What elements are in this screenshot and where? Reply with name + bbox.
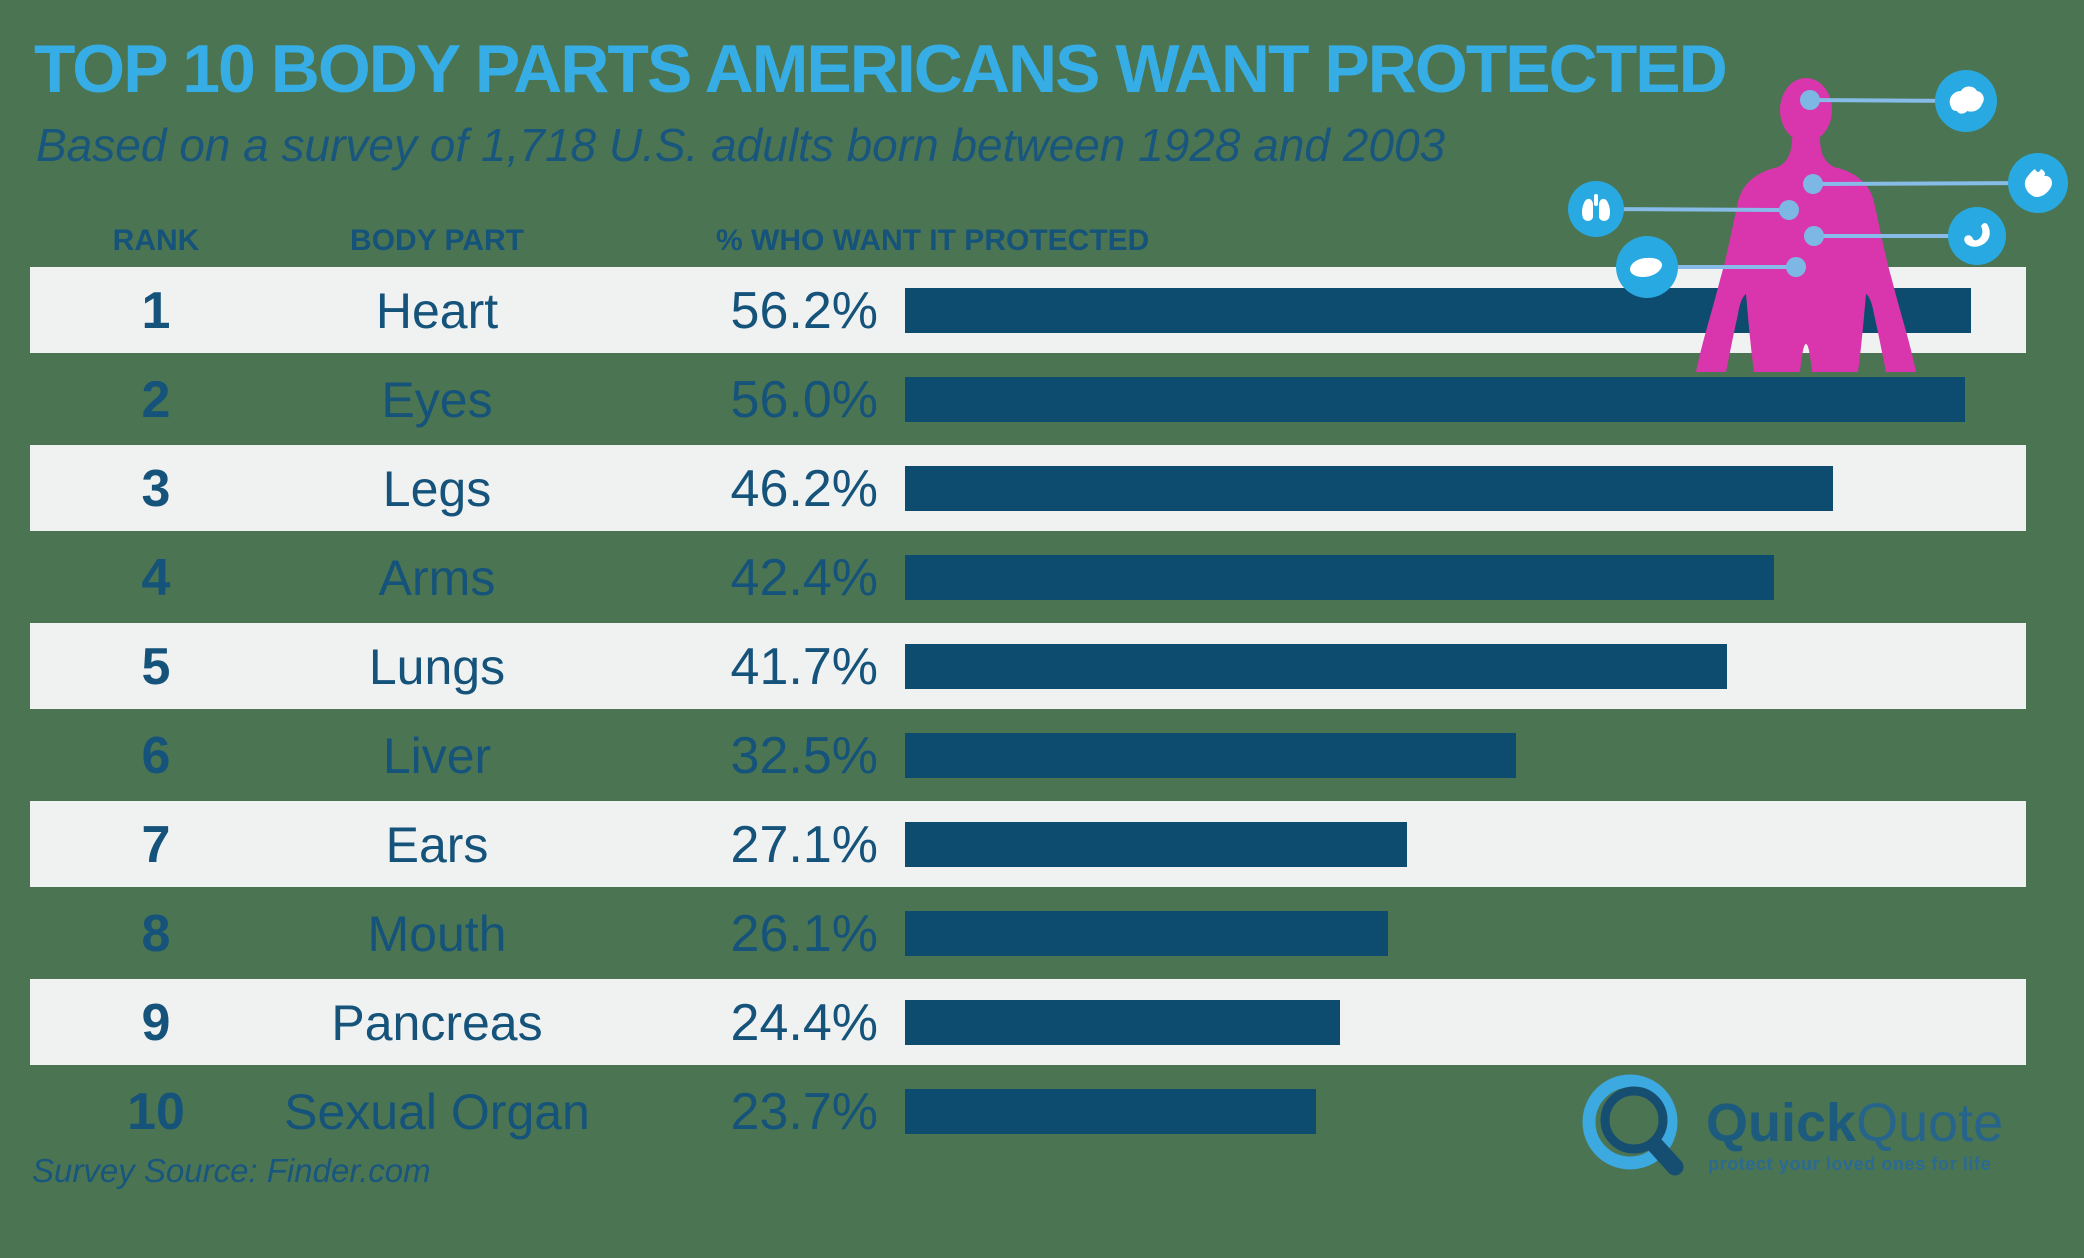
body-part-cell: Legs: [382, 460, 492, 517]
rank-cell: 3: [141, 459, 171, 518]
table-row: 9 Pancreas 24.4%: [0, 978, 2084, 1067]
body-part-cell: Liver: [382, 727, 492, 784]
stomach-icon: [1948, 207, 2006, 265]
percent-cell: 26.1%: [730, 904, 878, 963]
brand-name-secondary: Quote: [1856, 1093, 2004, 1153]
heart-icon: [2008, 153, 2068, 213]
table-row: 10 Sexual Organ 23.7%: [0, 1067, 2084, 1156]
percent-bar: [905, 1000, 1340, 1045]
body-part-cell: Pancreas: [331, 994, 543, 1051]
lungs-icon: [1568, 181, 1624, 237]
percent-bar: [905, 644, 1727, 689]
rank-cell: 1: [141, 281, 171, 340]
column-header-percent: % WHO WANT IT PROTECTED: [716, 224, 1150, 257]
percent-bar: [905, 377, 1965, 422]
table-row: 4 Arms 42.4%: [0, 533, 2084, 622]
column-header-rank: RANK: [112, 224, 200, 257]
body-part-cell: Heart: [375, 282, 499, 339]
percent-cell: 56.2%: [730, 281, 878, 340]
callout-dots: [1779, 90, 1824, 277]
rank-cell: 5: [141, 637, 171, 696]
rank-cell: 2: [141, 370, 171, 429]
brand-tagline: protect your loved ones for life: [1708, 1154, 1992, 1174]
percent-cell: 41.7%: [730, 637, 878, 696]
percent-cell: 24.4%: [730, 993, 878, 1052]
percent-bar: [905, 555, 1774, 600]
magnifier-q-icon: [1582, 1074, 1684, 1176]
callout-lines: [1595, 98, 2039, 269]
rank-cell: 10: [127, 1082, 185, 1141]
table-row: 6 Liver 32.5%: [0, 711, 2084, 800]
body-part-cell: Lungs: [368, 638, 506, 695]
table-row: 7 Ears 27.1%: [0, 800, 2084, 889]
body-part-cell: Ears: [385, 816, 489, 873]
percent-bar: [905, 822, 1407, 867]
percent-bar: [905, 733, 1516, 778]
table-row: 8 Mouth 26.1%: [0, 889, 2084, 978]
rank-cell: 6: [141, 726, 171, 785]
survey-source: Survey Source: Finder.com: [32, 1152, 431, 1189]
body-part-cell: Eyes: [381, 371, 493, 428]
brand-name: QuickQuote: [1706, 1092, 2003, 1154]
table-row: 3 Legs 46.2%: [0, 444, 2084, 533]
body-part-cell: Mouth: [367, 905, 507, 962]
body-part-cell: Sexual Organ: [284, 1083, 590, 1140]
rank-cell: 9: [141, 993, 171, 1052]
table-row: 2 Eyes 56.0%: [0, 355, 2084, 444]
percent-bar: [905, 911, 1388, 956]
brand-name-primary: Quick: [1706, 1093, 1857, 1153]
body-part-cell: Arms: [378, 549, 496, 606]
percent-cell: 56.0%: [730, 370, 878, 429]
percent-cell: 23.7%: [730, 1082, 878, 1141]
percent-cell: 32.5%: [730, 726, 878, 785]
percent-cell: 46.2%: [730, 459, 878, 518]
page-subtitle: Based on a survey of 1,718 U.S. adults b…: [36, 119, 1446, 171]
rank-cell: 4: [141, 548, 171, 607]
percent-cell: 27.1%: [730, 815, 878, 874]
brain-icon: [1935, 70, 1997, 132]
rank-cell: 7: [141, 815, 171, 874]
column-header-body-part: BODY PART: [350, 224, 524, 257]
percent-cell: 42.4%: [730, 548, 878, 607]
percent-bar: [905, 1089, 1316, 1134]
percent-bar: [905, 466, 1833, 511]
page-title: TOP 10 BODY PARTS AMERICANS WANT PROTECT…: [34, 31, 1728, 107]
table-row: 5 Lungs 41.7%: [0, 622, 2084, 711]
brand-logo: QuickQuote protect your loved ones for l…: [1574, 1068, 2054, 1198]
table-row: 1 Heart 56.2%: [0, 266, 2084, 355]
percent-bar: [905, 288, 1971, 333]
ranking-table: 1 Heart 56.2% 2 Eyes 56.0% 3 Legs 46.2% …: [0, 266, 2084, 1156]
rank-cell: 8: [141, 904, 171, 963]
